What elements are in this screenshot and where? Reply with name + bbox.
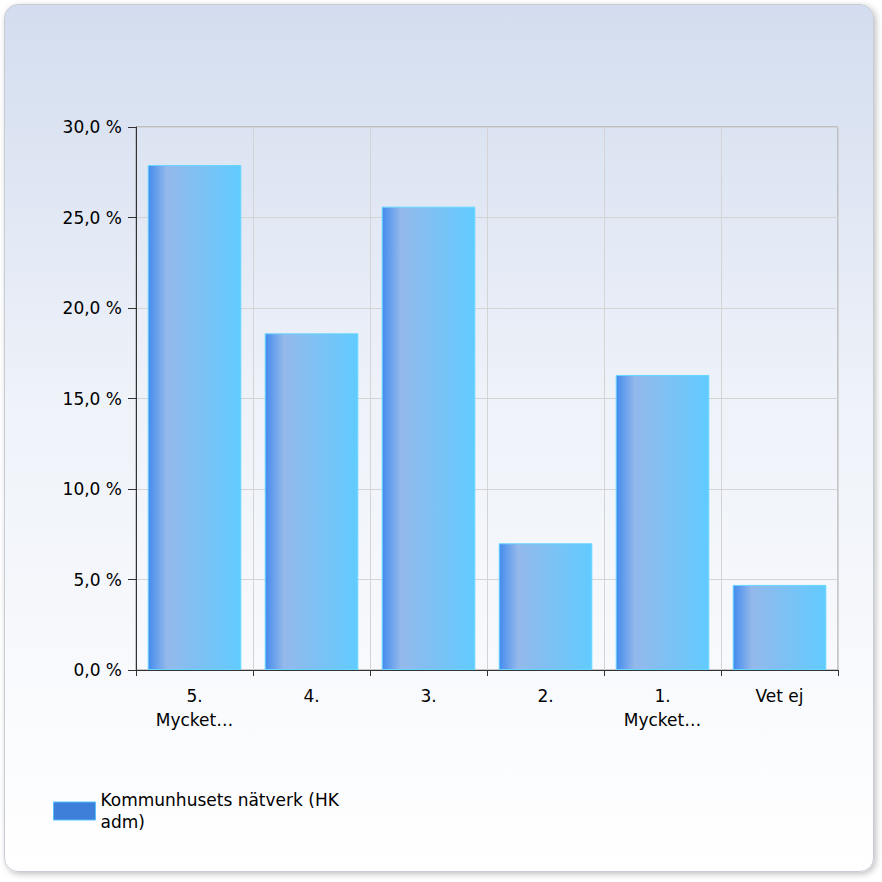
svg-text:2.: 2. [537, 686, 553, 706]
svg-text:10,0 %: 10,0 % [63, 479, 122, 499]
svg-text:4.: 4. [303, 686, 319, 706]
svg-text:3.: 3. [420, 686, 436, 706]
svg-text:Mycket…: Mycket… [156, 710, 233, 730]
svg-text:25,0 %: 25,0 % [63, 208, 122, 228]
svg-text:30,0 %: 30,0 % [63, 117, 122, 137]
svg-text:Mycket…: Mycket… [624, 710, 701, 730]
svg-text:Kommunhusets nätverk (HK: Kommunhusets nätverk (HK [101, 790, 345, 810]
svg-text:5.: 5. [186, 686, 202, 706]
svg-text:20,0 %: 20,0 % [63, 298, 122, 318]
svg-text:1.: 1. [654, 686, 670, 706]
svg-text:Vet ej: Vet ej [755, 686, 803, 706]
svg-text:adm): adm) [101, 812, 145, 832]
svg-text:0,0 %: 0,0 % [73, 660, 122, 680]
svg-text:5,0 %: 5,0 % [73, 570, 122, 590]
svg-text:15,0 %: 15,0 % [63, 389, 122, 409]
